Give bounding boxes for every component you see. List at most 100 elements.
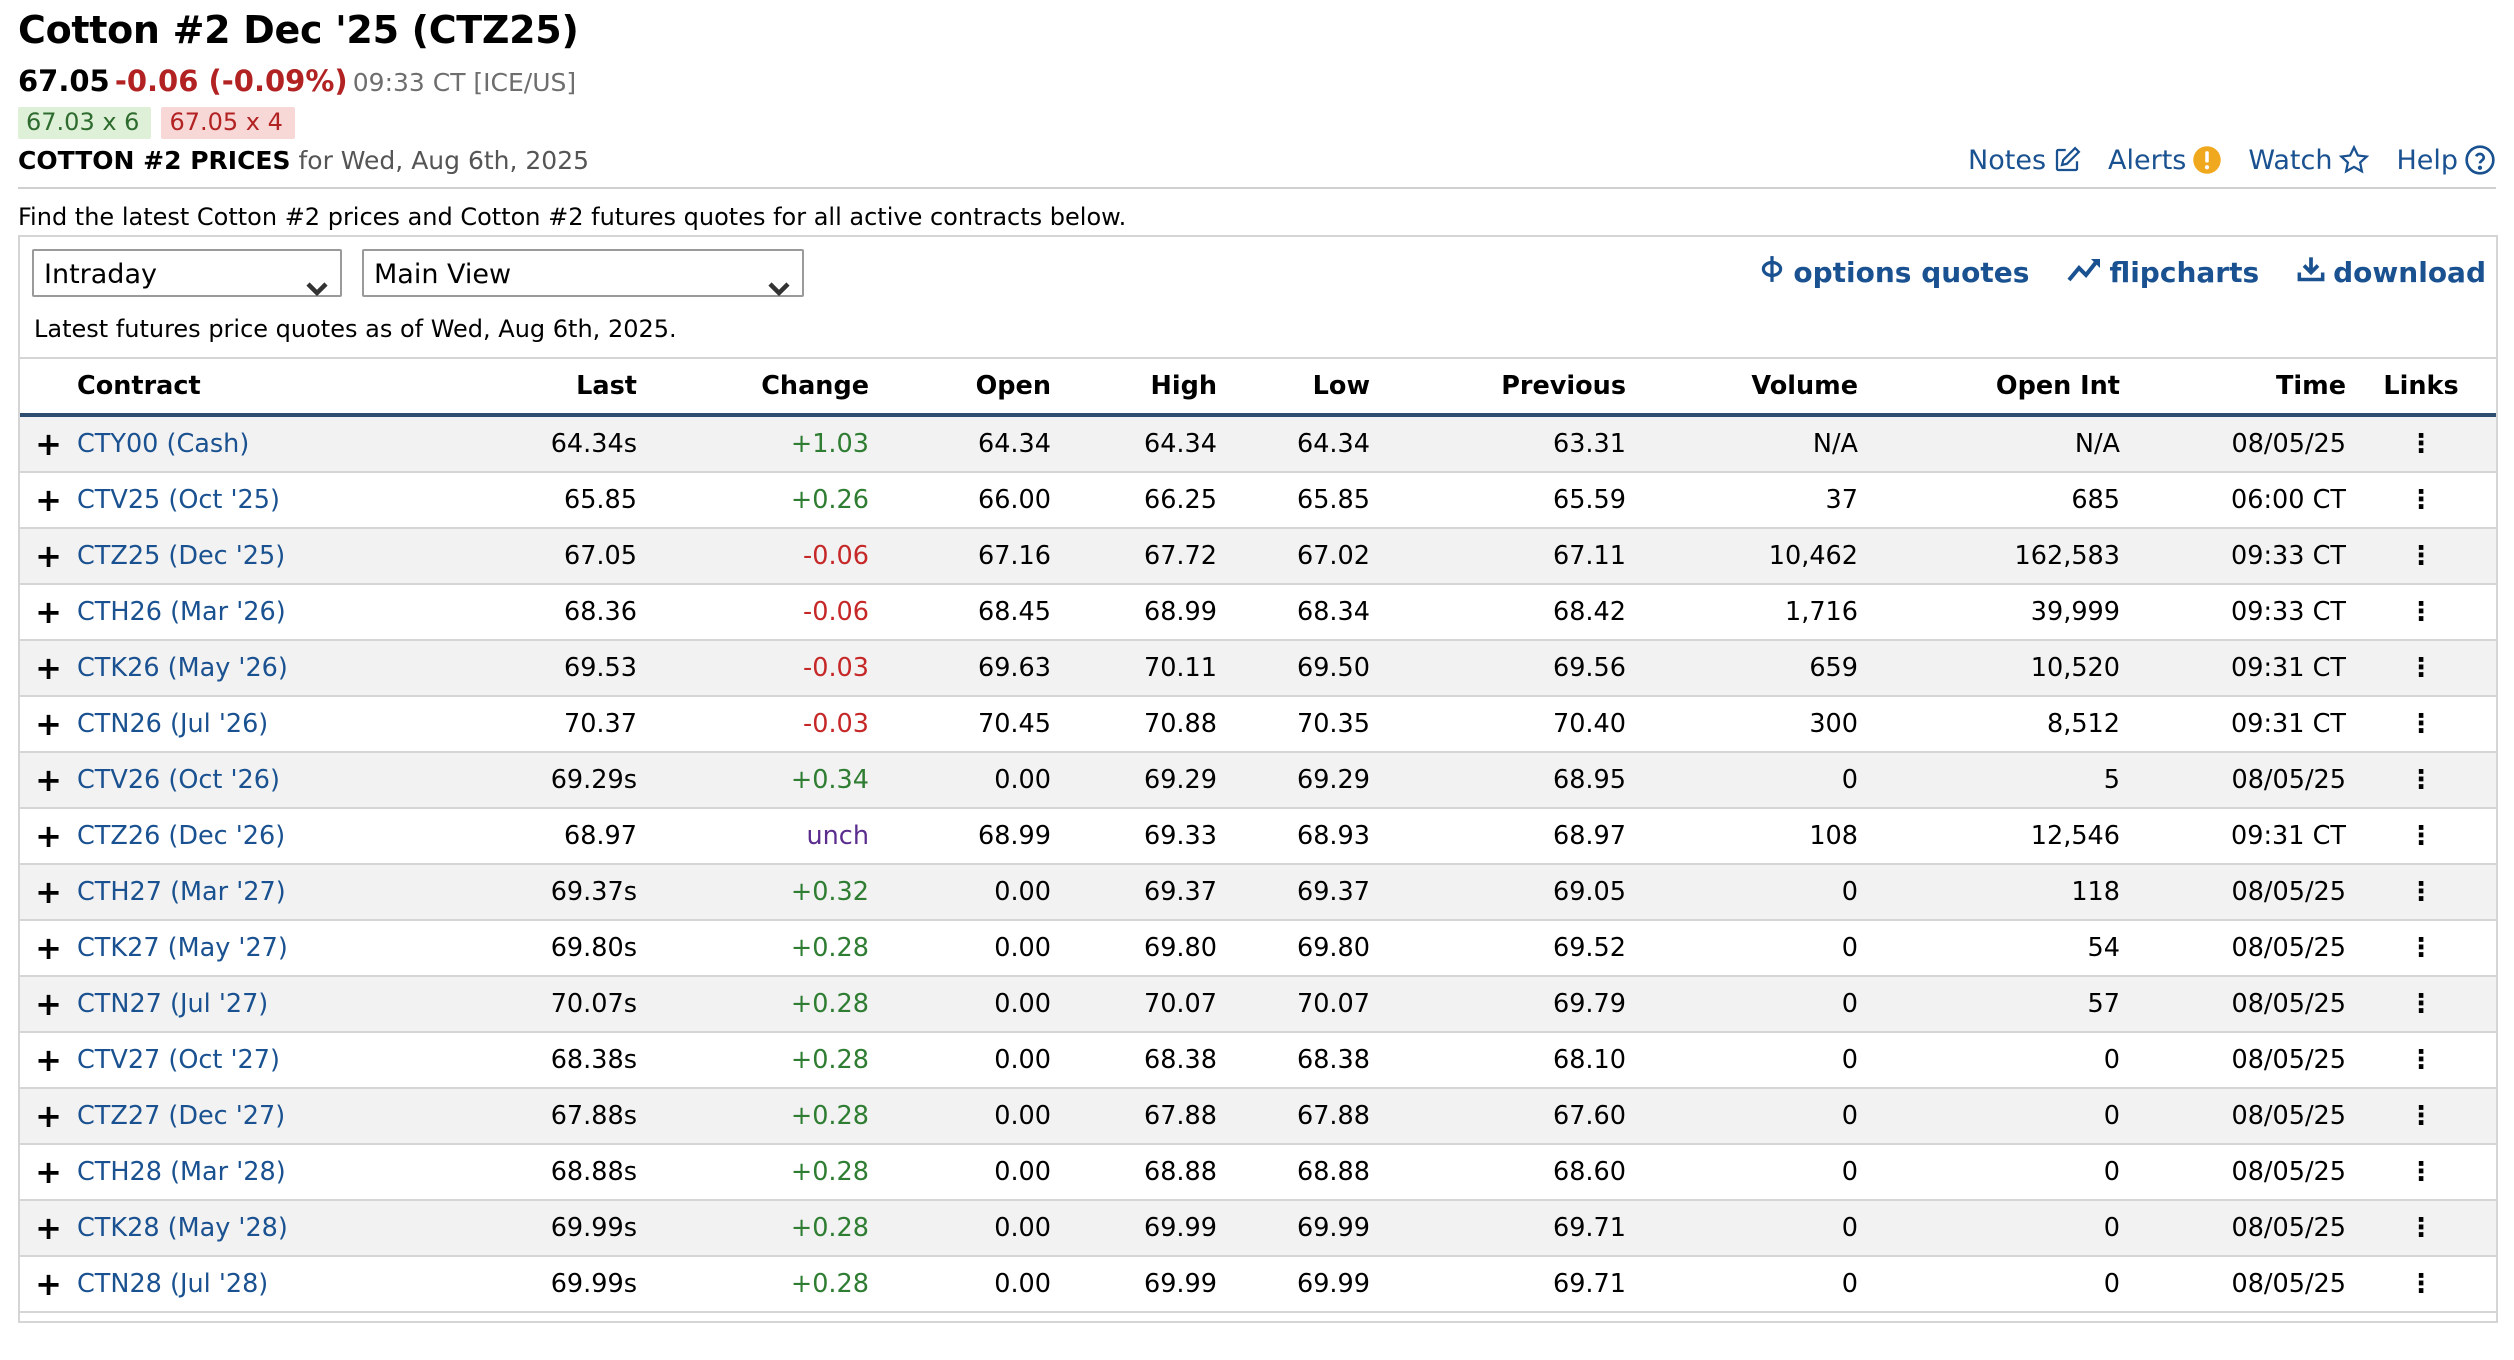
expand-row-icon[interactable]: + [20, 1144, 77, 1201]
view-select[interactable]: Main View [362, 249, 804, 297]
more-options-icon[interactable]: ⋮ [2346, 1256, 2496, 1313]
ask-badge: 67.05 x 4 [161, 107, 295, 139]
column-header-volume[interactable]: Volume [1626, 357, 1858, 417]
more-options-icon[interactable]: ⋮ [2346, 864, 2496, 921]
contract-link[interactable]: CTZ27 (Dec '27) [77, 1088, 338, 1145]
expand-row-icon[interactable]: + [20, 1256, 77, 1313]
cell-open: 64.34 [869, 415, 1051, 473]
download-link[interactable]: download [2297, 255, 2486, 290]
page-title: Cotton #2 Dec '25 (CTZ25) [18, 8, 579, 52]
more-options-icon[interactable]: ⋮ [2346, 640, 2496, 697]
cell-low: 69.99 [1217, 1256, 1370, 1313]
more-options-icon[interactable]: ⋮ [2346, 472, 2496, 529]
expand-row-icon[interactable]: + [20, 640, 77, 697]
cell-volume: 0 [1626, 1088, 1858, 1145]
cell-change: +0.28 [637, 976, 869, 1033]
expand-row-icon[interactable]: + [20, 1200, 77, 1257]
more-options-icon[interactable]: ⋮ [2346, 528, 2496, 585]
column-header-last[interactable]: Last [338, 357, 637, 417]
expand-row-icon[interactable]: + [20, 584, 77, 641]
cell-change: -0.03 [637, 696, 869, 753]
more-options-icon[interactable]: ⋮ [2346, 808, 2496, 865]
expand-row-icon[interactable]: + [20, 752, 77, 809]
contract-link[interactable]: CTY00 (Cash) [77, 415, 338, 473]
column-header-time[interactable]: Time [2120, 357, 2346, 417]
contract-link[interactable]: CTN26 (Jul '26) [77, 696, 338, 753]
cell-high: 69.99 [1051, 1256, 1217, 1313]
column-header-high[interactable]: High [1051, 357, 1217, 417]
contract-link[interactable]: CTK28 (May '28) [77, 1200, 338, 1257]
more-options-icon[interactable]: ⋮ [2346, 1032, 2496, 1089]
column-header-open[interactable]: Open [869, 357, 1051, 417]
contract-link[interactable]: CTZ26 (Dec '26) [77, 808, 338, 865]
expand-row-icon[interactable]: + [20, 976, 77, 1033]
more-options-icon[interactable]: ⋮ [2346, 1200, 2496, 1257]
column-header-contract[interactable]: Contract [77, 357, 338, 417]
more-options-icon[interactable]: ⋮ [2346, 976, 2496, 1033]
contract-link[interactable]: CTH28 (Mar '28) [77, 1144, 338, 1201]
column-header-open-int[interactable]: Open Int [1858, 357, 2120, 417]
as-of-text: Latest futures price quotes as of Wed, A… [34, 315, 677, 343]
cell-low: 68.34 [1217, 584, 1370, 641]
more-options-icon[interactable]: ⋮ [2346, 1088, 2496, 1145]
contract-link[interactable]: CTK26 (May '26) [77, 640, 338, 697]
period-select[interactable]: Intraday [32, 249, 342, 297]
contract-link[interactable]: CTN27 (Jul '27) [77, 976, 338, 1033]
contract-link[interactable]: CTV25 (Oct '25) [77, 472, 338, 529]
contract-link[interactable]: CTH27 (Mar '27) [77, 864, 338, 921]
cell-previous: 67.11 [1370, 528, 1626, 585]
more-options-icon[interactable]: ⋮ [2346, 1144, 2496, 1201]
cell-open-int: N/A [1858, 415, 2120, 473]
cell-previous: 68.42 [1370, 584, 1626, 641]
cell-low: 67.02 [1217, 528, 1370, 585]
contract-link[interactable]: CTN28 (Jul '28) [77, 1256, 338, 1313]
more-options-icon[interactable]: ⋮ [2346, 584, 2496, 641]
contract-link[interactable]: CTZ25 (Dec '25) [77, 528, 338, 585]
download-icon [2297, 255, 2325, 290]
cell-low: 69.29 [1217, 752, 1370, 809]
cell-time: 08/05/25 [2120, 1144, 2346, 1201]
contract-link[interactable]: CTK27 (May '27) [77, 920, 338, 977]
expand-row-icon[interactable]: + [20, 696, 77, 753]
help-icon [2464, 144, 2496, 176]
cell-volume: 108 [1626, 808, 1858, 865]
expand-row-icon[interactable]: + [20, 528, 77, 585]
cell-open-int: 0 [1858, 1256, 2120, 1313]
expand-row-icon[interactable]: + [20, 415, 77, 473]
more-options-icon[interactable]: ⋮ [2346, 920, 2496, 977]
notes-link[interactable]: Notes [1968, 145, 2082, 176]
cell-change: +0.28 [637, 1088, 869, 1145]
expand-column-header [20, 357, 77, 417]
contract-link[interactable]: CTH26 (Mar '26) [77, 584, 338, 641]
cell-open-int: 118 [1858, 864, 2120, 921]
options-quotes-link[interactable]: options quotes [1759, 255, 2029, 290]
expand-row-icon[interactable]: + [20, 1088, 77, 1145]
cell-low: 69.99 [1217, 1200, 1370, 1257]
cell-previous: 68.95 [1370, 752, 1626, 809]
table-row: + CTY00 (Cash) 64.34s +1.03 64.34 64.34 64.34 6… [20, 415, 2496, 473]
more-options-icon[interactable]: ⋮ [2346, 696, 2496, 753]
help-link[interactable]: Help [2396, 144, 2496, 176]
contract-link[interactable]: CTV26 (Oct '26) [77, 752, 338, 809]
column-header-previous[interactable]: Previous [1370, 357, 1626, 417]
expand-row-icon[interactable]: + [20, 920, 77, 977]
expand-row-icon[interactable]: + [20, 808, 77, 865]
cell-last: 68.36 [338, 584, 637, 641]
contract-link[interactable]: CTV27 (Oct '27) [77, 1032, 338, 1089]
cell-previous: 63.31 [1370, 415, 1626, 473]
cell-open-int: 39,999 [1858, 584, 2120, 641]
more-options-icon[interactable]: ⋮ [2346, 415, 2496, 473]
flipcharts-link[interactable]: flipcharts [2067, 255, 2259, 290]
alerts-link[interactable]: Alerts [2108, 145, 2222, 176]
watch-link[interactable]: Watch [2248, 144, 2370, 176]
cell-high: 70.07 [1051, 976, 1217, 1033]
column-header-change[interactable]: Change [637, 357, 869, 417]
expand-row-icon[interactable]: + [20, 1032, 77, 1089]
cell-time: 08/05/25 [2120, 1032, 2346, 1089]
column-header-low[interactable]: Low [1217, 357, 1370, 417]
more-options-icon[interactable]: ⋮ [2346, 752, 2496, 809]
expand-row-icon[interactable]: + [20, 864, 77, 921]
cell-last: 68.38s [338, 1032, 637, 1089]
expand-row-icon[interactable]: + [20, 472, 77, 529]
table-row: + CTZ26 (Dec '26) 68.97 unch 68.99 69.33 68.93… [20, 808, 2496, 865]
